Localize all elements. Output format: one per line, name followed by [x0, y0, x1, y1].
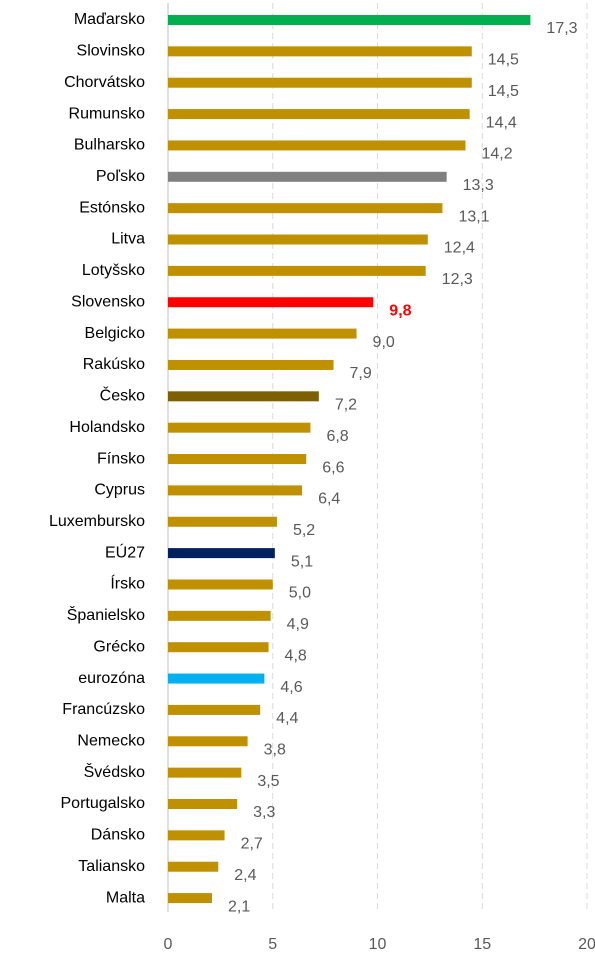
x-tick-label: 0 — [164, 936, 173, 953]
value-label: 14,4 — [486, 114, 517, 131]
category-label: Írsko — [110, 574, 145, 593]
value-label: 4,8 — [285, 647, 307, 664]
category-label: Litva — [111, 231, 145, 248]
bar — [168, 422, 311, 433]
bar — [168, 391, 319, 402]
value-label: 7,2 — [335, 397, 357, 414]
bar — [168, 799, 238, 809]
value-label: 3,8 — [264, 741, 286, 758]
x-tick-label: 15 — [473, 936, 491, 953]
category-label: Cyprus — [94, 482, 145, 499]
bar — [168, 234, 428, 245]
category-label: Slovensko — [71, 293, 145, 310]
value-label: 14,5 — [488, 83, 519, 100]
category-label: Lotyšsko — [82, 262, 145, 279]
value-label: 3,5 — [257, 773, 279, 790]
category-label: Rakúsko — [83, 356, 145, 373]
value-label: 13,1 — [458, 208, 489, 225]
category-label: Malta — [106, 889, 145, 906]
bar — [168, 109, 470, 120]
category-label: Portugalsko — [61, 795, 146, 812]
bar — [168, 203, 443, 214]
bar — [168, 140, 466, 151]
category-label: Francúzsko — [62, 701, 145, 718]
category-label: Bulharsko — [74, 137, 145, 154]
bar — [168, 359, 334, 370]
value-label: 2,1 — [228, 898, 250, 915]
category-label: Dánsko — [91, 827, 145, 844]
value-label: 9,0 — [373, 334, 395, 351]
x-tick-label: 10 — [369, 936, 387, 953]
bar — [168, 579, 273, 590]
category-label: Fínsko — [97, 450, 145, 467]
value-label: 17,3 — [546, 20, 577, 37]
value-label: 2,4 — [234, 867, 256, 884]
bar — [168, 77, 472, 88]
value-label: 5,1 — [291, 553, 313, 570]
value-label: 7,9 — [350, 365, 372, 382]
bar — [168, 642, 269, 653]
value-label: 9,8 — [389, 302, 411, 319]
value-label: 4,6 — [280, 679, 302, 696]
category-label: Belgicko — [85, 325, 146, 342]
value-label: 6,8 — [326, 428, 348, 445]
bar — [168, 830, 225, 841]
bar — [168, 610, 271, 621]
value-label: 6,6 — [322, 459, 344, 476]
bar — [168, 704, 261, 715]
bar — [168, 548, 275, 559]
bar — [168, 736, 248, 747]
category-label: Taliansko — [78, 858, 145, 875]
category-label: Luxembursko — [49, 513, 145, 530]
bar — [168, 485, 303, 496]
value-label: 6,4 — [318, 491, 340, 508]
category-label: Švédsko — [84, 762, 145, 781]
value-label: 4,4 — [276, 710, 298, 727]
bar — [168, 454, 307, 465]
category-label: Rumunsko — [69, 105, 146, 122]
bar — [168, 297, 374, 308]
bar — [168, 171, 447, 182]
bar — [168, 767, 242, 778]
value-label: 12,3 — [442, 271, 473, 288]
category-label: Grécko — [93, 638, 145, 655]
value-label: 5,2 — [293, 522, 315, 539]
value-label: 12,4 — [444, 240, 475, 257]
bar — [168, 46, 472, 57]
category-label: eurozóna — [78, 670, 145, 687]
x-tick-label: 5 — [268, 936, 277, 953]
category-label: Poľsko — [96, 168, 145, 185]
bar — [168, 673, 265, 684]
value-label: 13,3 — [463, 177, 494, 194]
category-label: Slovinsko — [77, 43, 146, 60]
bar — [168, 861, 219, 872]
category-label: Španielsko — [67, 605, 145, 624]
category-label: Nemecko — [77, 732, 145, 749]
category-label: Česko — [100, 386, 145, 405]
category-label: Estónsko — [79, 199, 145, 216]
value-label: 14,2 — [481, 146, 512, 163]
value-label: 3,3 — [253, 804, 275, 821]
category-label: Holandsko — [69, 419, 145, 436]
category-label: Chorvátsko — [64, 74, 145, 91]
bar — [168, 15, 531, 25]
category-label: Maďarsko — [74, 11, 145, 28]
bar — [168, 265, 426, 276]
x-tick-label: 20 — [578, 936, 595, 953]
value-label: 2,7 — [241, 836, 263, 853]
bar — [168, 328, 357, 339]
value-label: 5,0 — [289, 585, 311, 602]
bar — [168, 516, 277, 527]
value-label: 14,5 — [488, 52, 519, 69]
category-label: EÚ27 — [105, 542, 145, 561]
bar — [168, 893, 212, 904]
value-label: 4,9 — [287, 616, 309, 633]
